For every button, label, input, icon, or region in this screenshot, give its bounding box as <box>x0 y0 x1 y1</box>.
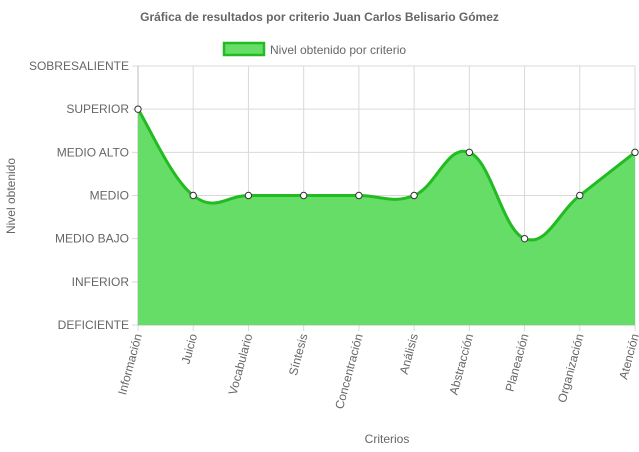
data-point <box>299 191 308 200</box>
x-tick-label: Organización <box>555 332 587 404</box>
y-tick-label: MEDIO BAJO <box>55 232 129 246</box>
x-tick-label: Información <box>115 332 145 396</box>
y-tick-label: MEDIO <box>90 189 129 203</box>
y-tick-label: SUPERIOR <box>66 102 129 116</box>
legend-label: Nivel obtenido por criterio <box>270 43 406 57</box>
data-point <box>520 234 529 243</box>
series-area <box>138 109 635 326</box>
plot-area <box>134 105 639 326</box>
data-point <box>134 105 142 113</box>
y-axis-title: Nivel obtenido <box>4 158 18 234</box>
y-tick-label: SOBRESALIENTE <box>29 59 129 73</box>
x-tick-label: Abstracción <box>446 332 476 396</box>
legend[interactable]: Nivel obtenido por criterio <box>222 41 406 57</box>
x-tick-label: Atención <box>616 332 639 381</box>
x-tick-label: Vocabulario <box>226 332 256 397</box>
data-point <box>355 191 363 200</box>
data-point <box>465 148 474 157</box>
x-axis-title: Criterios <box>365 432 410 446</box>
data-point <box>576 191 584 200</box>
x-axis-ticks: Información Juicio Vocabulario Síntesis Conc… <box>115 332 639 411</box>
y-tick-label: DEFICIENTE <box>58 318 129 332</box>
x-tick-label: Concentración <box>332 332 366 410</box>
y-axis-ticks: DEFICIENTE INFERIOR MEDIO BAJO MEDIO MEDIO A… <box>29 59 129 332</box>
data-point <box>631 148 639 157</box>
series-line <box>136 108 636 242</box>
y-tick-label: INFERIOR <box>72 275 130 289</box>
x-tick-label: Juicio <box>179 332 201 366</box>
data-point <box>410 191 418 200</box>
y-tick-label: MEDIO ALTO <box>57 145 129 159</box>
x-tick-label: Análisis <box>397 332 421 376</box>
x-tick-label: Síntesis <box>286 332 311 377</box>
x-tick-label: Planeación <box>503 332 532 393</box>
data-point <box>244 191 253 200</box>
chart-title: Gráfica de resultados por criterio Juan … <box>140 10 499 24</box>
legend-swatch <box>222 41 266 57</box>
data-point <box>189 191 197 200</box>
